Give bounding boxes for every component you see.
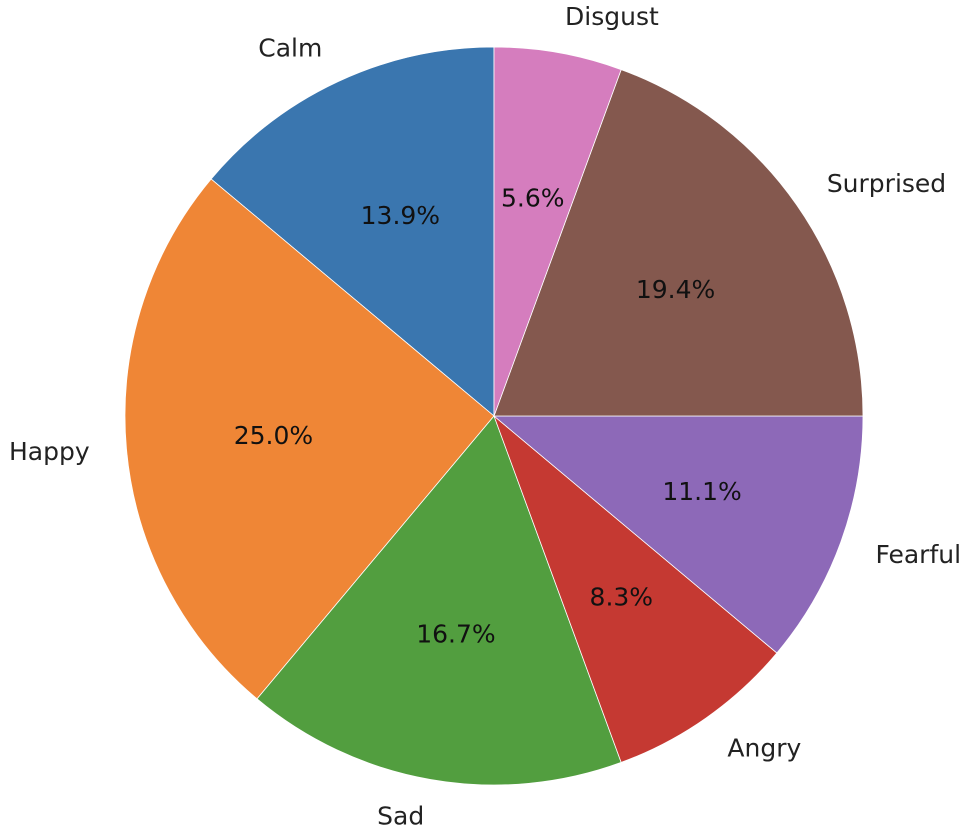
pie-slice-angry <box>493 414 778 763</box>
pie-slice-calm <box>210 46 495 417</box>
pie-percent-label-happy: 25.0% <box>234 421 313 450</box>
pie-category-label-fearful: Fearful <box>875 540 961 569</box>
pie-percent-label-disgust: 5.6% <box>501 184 565 213</box>
pie-percent-label-calm: 13.9% <box>361 201 440 230</box>
pie-category-label-angry: Angry <box>727 734 801 763</box>
pie-slice-fearful <box>492 415 864 654</box>
pie-category-label-surprised: Surprised <box>827 169 946 198</box>
pie-category-label-sad: Sad <box>377 801 424 829</box>
pie-category-label-disgust: Disgust <box>565 2 659 31</box>
category-labels-layer: Calm Happy Sad Angry Fearful Surprised Disgust <box>9 2 961 829</box>
pie-slice-happy <box>124 178 495 700</box>
pie-category-label-happy: Happy <box>9 437 90 466</box>
pie-percent-label-sad: 16.7% <box>416 620 495 649</box>
pie-category-label-calm: Calm <box>258 34 322 63</box>
pie-slice-surprised <box>493 69 864 417</box>
pie-percent-label-fearful: 11.1% <box>662 477 741 506</box>
percent-labels-layer: 13.9% 25.0% 16.7% 8.3% 11.1% 19.4% 5.6% <box>234 184 742 649</box>
pie-slice-sad <box>256 415 622 786</box>
pie-slice-disgust <box>493 46 622 417</box>
pie-percent-label-angry: 8.3% <box>590 583 654 612</box>
pie-percent-label-surprised: 19.4% <box>636 275 715 304</box>
slices-layer <box>124 46 864 786</box>
